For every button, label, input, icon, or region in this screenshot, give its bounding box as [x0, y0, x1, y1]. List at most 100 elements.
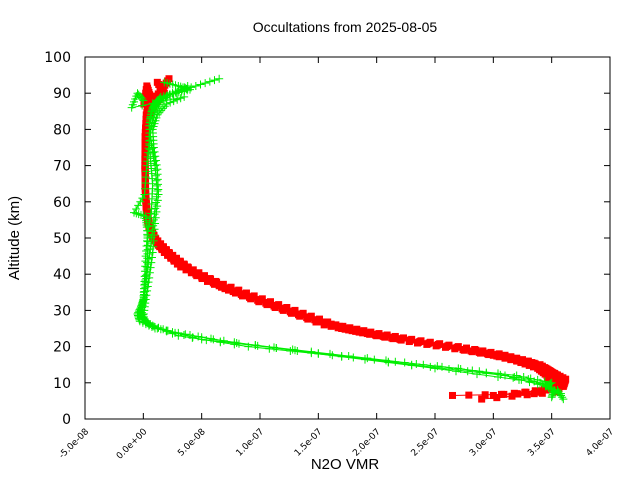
data-point [445, 365, 453, 374]
data-point [256, 296, 264, 304]
data-point [251, 341, 260, 350]
data-point [494, 369, 502, 378]
data-point [147, 253, 156, 262]
data-point [519, 358, 526, 366]
data-point [145, 268, 154, 277]
data-point [338, 325, 346, 332]
y-tick-label: 0 [62, 412, 71, 428]
data-point [419, 360, 428, 369]
x-tick-label: 1.5e-07 [293, 427, 325, 459]
data-point [141, 165, 149, 173]
data-point [344, 352, 353, 361]
data-point [281, 304, 288, 312]
data-point [143, 120, 151, 128]
data-point [143, 286, 152, 295]
data-point [213, 278, 221, 286]
data-point [180, 92, 189, 101]
data-point [146, 209, 155, 218]
data-point [154, 323, 163, 332]
data-point [485, 351, 493, 359]
data-point [143, 125, 151, 133]
y-axis: 0 10 20 30 40 50 60 70 80 90 100 [44, 50, 610, 428]
data-point [547, 378, 556, 387]
data-point [501, 371, 509, 380]
x-tick-label: 5.0e-08 [176, 427, 208, 459]
data-point [160, 78, 169, 87]
data-point [153, 78, 161, 86]
data-point [141, 145, 149, 153]
data-point [142, 130, 150, 138]
data-point [141, 295, 150, 304]
data-point [501, 353, 509, 361]
data-point [194, 332, 203, 341]
data-point [141, 93, 149, 101]
data-point [313, 316, 321, 324]
data-point [442, 343, 449, 351]
data-point [219, 336, 228, 345]
data-point [522, 388, 530, 396]
y-tick-label: 20 [53, 340, 71, 356]
data-point [153, 196, 162, 205]
data-point [144, 278, 153, 287]
data-point [468, 348, 476, 356]
series-line [140, 81, 562, 395]
data-point [460, 346, 468, 354]
data-point [400, 358, 409, 367]
series-line [143, 85, 567, 395]
x-tick-label: 0.0e+00 [115, 427, 150, 462]
data-point [138, 94, 147, 103]
data-point [159, 325, 168, 334]
data-point [508, 392, 516, 400]
data-point [498, 390, 505, 398]
y-tick-label: 60 [53, 195, 71, 211]
data-point [432, 342, 440, 350]
data-point [373, 332, 381, 340]
data-point [152, 160, 161, 169]
data-point [210, 76, 219, 85]
data-point [475, 367, 484, 376]
data-point [151, 198, 160, 207]
data-point [148, 99, 157, 108]
data-point [407, 360, 416, 369]
y-tick-label: 70 [53, 159, 71, 175]
data-point [512, 371, 521, 380]
data-point [546, 379, 555, 388]
data-point [451, 345, 459, 353]
data-point [456, 365, 465, 374]
data-point [307, 347, 316, 356]
x-tick-label: 3.5e-07 [526, 427, 558, 459]
data-point [345, 326, 353, 334]
data-point [226, 284, 234, 292]
data-point [221, 285, 229, 293]
x-tick-label: 3.0e-07 [468, 427, 500, 459]
x-tick-label: 2.0e-07 [351, 427, 383, 459]
data-point [232, 338, 241, 347]
data-point [525, 378, 534, 387]
data-point [143, 282, 152, 291]
data-point [234, 287, 242, 295]
data-point [140, 100, 148, 108]
data-point [151, 213, 160, 222]
data-point [139, 96, 148, 105]
data-point [166, 98, 175, 107]
data-point [507, 355, 515, 363]
data-point [237, 290, 245, 298]
data-point [514, 390, 522, 398]
data-point [382, 356, 390, 365]
data-point [519, 373, 528, 382]
data-point [172, 255, 180, 263]
data-point [145, 273, 154, 282]
data-point [540, 377, 549, 386]
data-point [321, 319, 329, 327]
data-point [143, 82, 151, 90]
series-line [130, 92, 553, 387]
data-point [463, 367, 472, 376]
data-point [151, 219, 159, 228]
data-point [179, 331, 188, 340]
data-point [140, 315, 149, 324]
data-point [132, 205, 141, 214]
data-point [289, 307, 297, 315]
data-point [188, 333, 197, 342]
data-point [241, 290, 249, 298]
data-point [219, 281, 227, 289]
